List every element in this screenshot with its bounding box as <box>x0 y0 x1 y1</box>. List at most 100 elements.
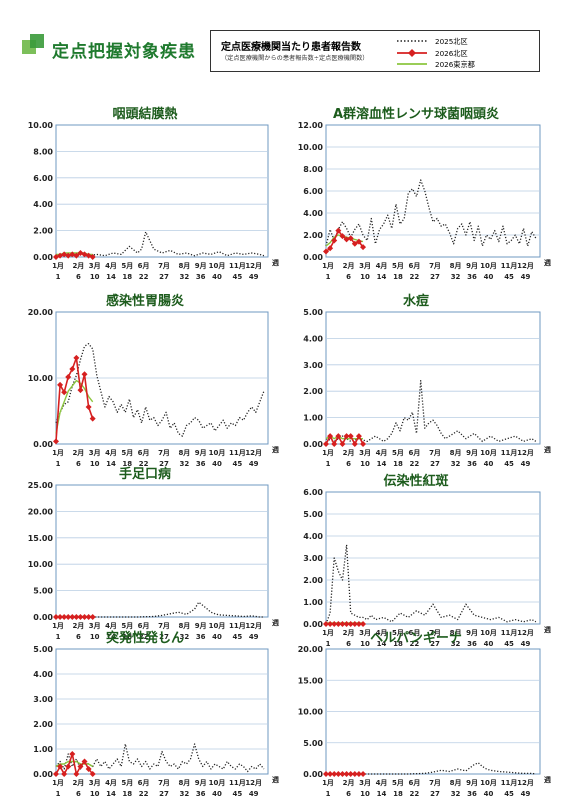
data-point-2026-kita <box>85 766 92 772</box>
x-month-label: 4月 <box>376 629 388 637</box>
x-week-label: 10 <box>90 460 100 468</box>
x-month-label: 11月 <box>501 779 518 787</box>
x-week-label: 27 <box>430 790 440 798</box>
x-week-label: 6 <box>76 273 81 281</box>
data-point-2026-kita <box>323 621 329 627</box>
plot-area <box>55 124 269 258</box>
series-line-2025-kita <box>325 179 537 247</box>
legend-label-2025-kita: 2025北区 <box>435 37 468 46</box>
x-month-label: 1月 <box>322 262 334 270</box>
x-month-label: 5月 <box>392 629 404 637</box>
data-point-2026-kita <box>65 373 72 380</box>
x-week-label: 49 <box>521 790 531 798</box>
data-point-2026-kita <box>65 614 72 620</box>
y-tick-label: 0.00 <box>33 253 53 262</box>
x-month-label: 12月 <box>517 449 534 457</box>
x-month-label: 8月 <box>450 449 462 457</box>
data-point-2026-kita <box>73 354 80 361</box>
y-tick-label: 4.00 <box>303 532 323 541</box>
data-point-2026-kita <box>69 366 76 373</box>
x-week-label: 32 <box>180 790 190 798</box>
x-month-label: 12月 <box>245 622 262 630</box>
data-point-2026-kita <box>360 244 367 251</box>
y-tick-label: 5.00 <box>303 739 323 748</box>
x-week-label: 18 <box>122 273 132 281</box>
data-point-2026-kita <box>347 771 354 777</box>
x-week-label: 45 <box>233 790 243 798</box>
x-month-label: 6月 <box>138 262 150 270</box>
x-month-label: 6月 <box>138 449 150 457</box>
data-point-2026-kita <box>343 771 350 777</box>
data-point-2026-kita <box>355 238 362 245</box>
x-month-label: 11月 <box>229 622 246 630</box>
data-point-2026-kita <box>65 252 72 259</box>
data-point-2026-kita <box>85 614 92 620</box>
x-month-label: 10月 <box>209 622 226 630</box>
x-month-label: 9月 <box>195 779 207 787</box>
x-month-label: 10月 <box>209 779 226 787</box>
data-point-2026-kita <box>89 771 96 777</box>
x-week-label: 40 <box>212 460 222 468</box>
x-week-label: 1 <box>56 460 61 468</box>
data-point-2026-kita <box>351 621 358 627</box>
x-month-label: 3月 <box>359 629 371 637</box>
series-line-2025-kita <box>55 231 265 257</box>
x-week-label: 32 <box>451 640 461 648</box>
y-tick-label: 2.00 <box>33 227 53 236</box>
chart-title: 咽頭結膜熱 <box>112 107 178 122</box>
data-point-2026-kita <box>335 433 342 440</box>
series-line-2025-kita <box>325 379 537 443</box>
x-month-label: 10月 <box>480 262 497 270</box>
data-point-2026-kita <box>351 240 358 247</box>
y-tick-label: 20.00 <box>28 308 54 317</box>
x-week-label: 1 <box>326 790 331 798</box>
data-point-2026-kita <box>339 621 346 627</box>
x-week-label: 22 <box>410 640 420 648</box>
y-tick-label: 1.00 <box>303 598 323 607</box>
chart-title: 感染性胃腸炎 <box>105 294 184 309</box>
data-point-2026-kita <box>65 763 72 770</box>
x-month-label: 9月 <box>195 449 207 457</box>
series-line-2026-kita <box>55 357 94 442</box>
y-tick-label: 1.00 <box>33 745 53 754</box>
y-tick-label: 10.00 <box>28 374 54 383</box>
data-point-2026-kita <box>339 233 346 240</box>
x-week-label: 1 <box>56 790 61 798</box>
data-point-2026-kita <box>331 621 338 627</box>
data-point-2026-kita <box>331 441 338 447</box>
x-week-label: 6 <box>346 790 351 798</box>
data-point-2026-kita <box>339 771 346 777</box>
data-point-2026-kita <box>355 771 362 777</box>
x-week-label: 14 <box>106 273 116 281</box>
legend-title: 定点医療機関当たり患者報告数 <box>221 42 361 53</box>
data-point-2026-kita <box>355 433 362 440</box>
x-month-label: 9月 <box>466 449 478 457</box>
y-tick-label: 1.00 <box>303 414 323 423</box>
x-month-label: 10月 <box>209 262 226 270</box>
x-week-label: 10 <box>90 633 100 641</box>
x-month-label: 3月 <box>89 779 101 787</box>
data-point-2026-kita <box>81 371 88 378</box>
x-month-label: 8月 <box>450 629 462 637</box>
x-week-label: 27 <box>430 460 440 468</box>
chart-svg: 0.00 1.00 2.00 3.00 4.00 5.00 1月 2月 3月 4月 5月 6月 7月 8月… <box>303 308 551 468</box>
x-month-label: 5月 <box>121 622 133 630</box>
x-month-label: 1月 <box>52 622 64 630</box>
x-week-label: 6 <box>76 790 81 798</box>
x-month-label: 6月 <box>138 779 150 787</box>
x-week-label: 40 <box>484 273 494 281</box>
legend-swatch-solid <box>397 63 427 65</box>
x-month-label: 8月 <box>178 262 190 270</box>
x-week-label: 49 <box>249 460 259 468</box>
data-point-2026-kita <box>327 433 334 440</box>
data-point-2026-kita <box>57 614 64 620</box>
x-week-label: 14 <box>377 790 387 798</box>
plot-area <box>325 311 541 445</box>
x-week-label: 40 <box>212 633 222 641</box>
chart-hand-foot-mouth: 手足口病 0.00 5.00 10.00 15.00 20.00 25.00 1月 2月 3月 4… <box>14 463 279 643</box>
x-month-label: 10月 <box>480 629 497 637</box>
x-month-label: 2月 <box>72 262 84 270</box>
legend-swatch-dotted <box>397 40 427 42</box>
data-point-2026-kita <box>343 236 350 243</box>
x-week-label: 10 <box>360 790 370 798</box>
